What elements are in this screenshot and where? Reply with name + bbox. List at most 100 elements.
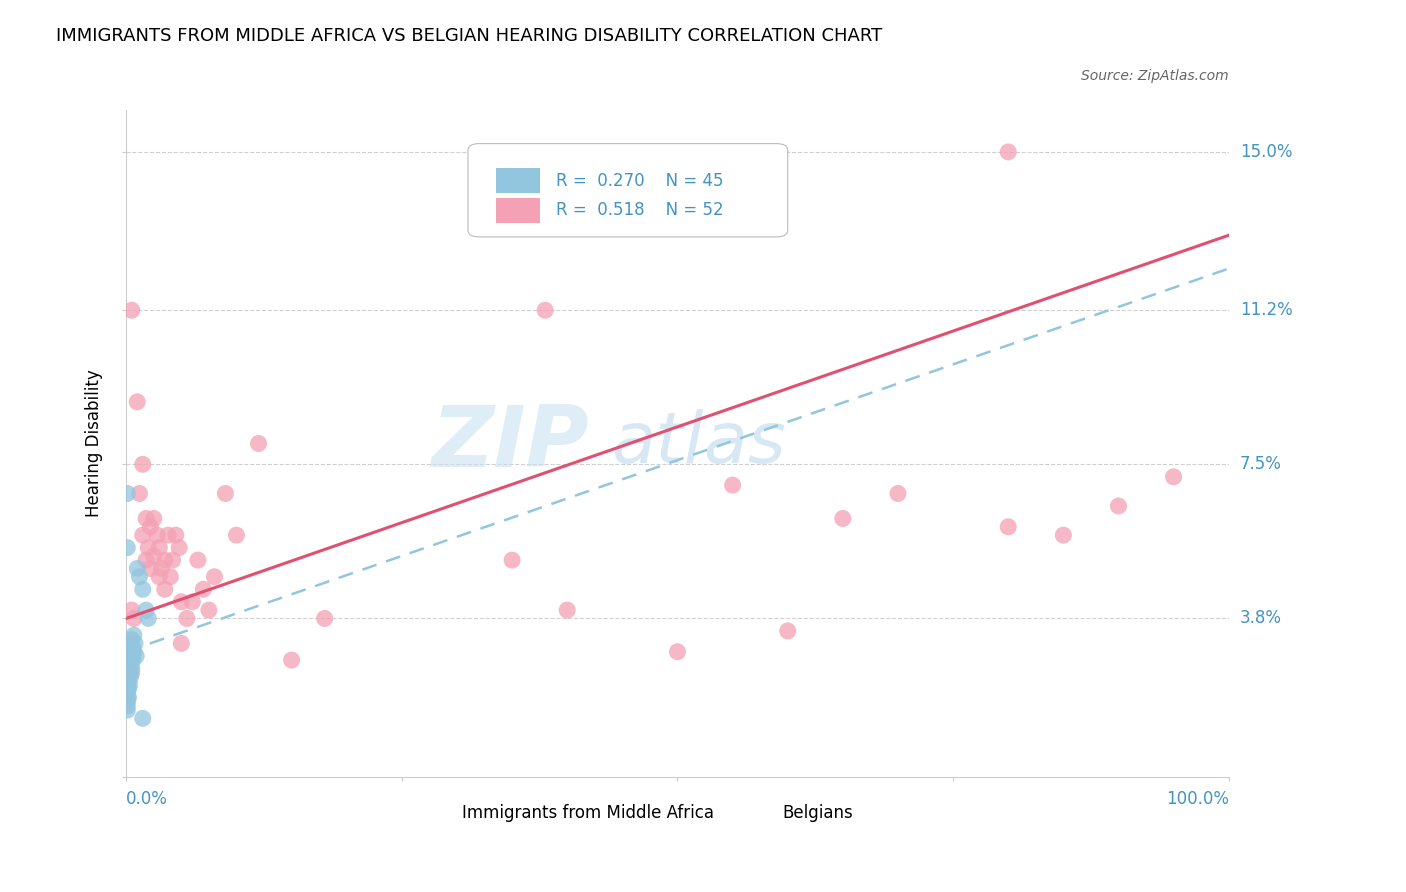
Point xyxy=(167,541,190,555)
Point xyxy=(153,582,176,597)
FancyBboxPatch shape xyxy=(423,804,454,823)
Y-axis label: Hearing Disability: Hearing Disability xyxy=(86,369,103,517)
Point xyxy=(181,595,204,609)
Point xyxy=(135,511,157,525)
Point xyxy=(132,528,155,542)
Point xyxy=(128,570,150,584)
Point xyxy=(150,561,173,575)
Point xyxy=(117,645,139,659)
Text: IMMIGRANTS FROM MIDDLE AFRICA VS BELGIAN HEARING DISABILITY CORRELATION CHART: IMMIGRANTS FROM MIDDLE AFRICA VS BELGIAN… xyxy=(56,27,883,45)
Point xyxy=(117,665,139,680)
Text: 3.8%: 3.8% xyxy=(1240,609,1282,627)
Point xyxy=(117,695,139,709)
Text: Immigrants from Middle Africa: Immigrants from Middle Africa xyxy=(463,805,714,822)
Point xyxy=(776,624,799,638)
Point xyxy=(176,611,198,625)
Point xyxy=(121,648,143,663)
Text: Source: ZipAtlas.com: Source: ZipAtlas.com xyxy=(1081,69,1229,83)
Text: 11.2%: 11.2% xyxy=(1240,301,1292,319)
Point xyxy=(117,673,139,688)
Point xyxy=(165,528,187,542)
FancyBboxPatch shape xyxy=(495,198,540,223)
Point xyxy=(117,682,139,697)
Point xyxy=(117,657,139,672)
Point xyxy=(136,541,159,555)
Point xyxy=(132,711,155,725)
Text: 15.0%: 15.0% xyxy=(1240,143,1292,161)
Point xyxy=(136,611,159,625)
Point xyxy=(117,645,139,659)
Point xyxy=(204,570,226,584)
Point xyxy=(142,511,165,525)
Point xyxy=(247,436,270,450)
Point xyxy=(153,553,176,567)
Point xyxy=(120,636,142,650)
Text: R =  0.518    N = 52: R = 0.518 N = 52 xyxy=(557,202,724,219)
Point xyxy=(121,303,143,318)
Point xyxy=(139,561,162,575)
Point xyxy=(146,528,169,542)
Point xyxy=(125,648,148,663)
Point xyxy=(148,541,170,555)
Point xyxy=(132,582,155,597)
Point xyxy=(127,561,149,575)
Point xyxy=(132,458,155,472)
Text: 100.0%: 100.0% xyxy=(1166,790,1229,808)
Point xyxy=(139,520,162,534)
Point xyxy=(128,486,150,500)
Point xyxy=(118,665,141,680)
Point xyxy=(135,603,157,617)
Point xyxy=(122,611,145,625)
FancyBboxPatch shape xyxy=(468,144,787,237)
Point xyxy=(214,486,236,500)
Point xyxy=(170,636,193,650)
Point xyxy=(118,653,141,667)
Point xyxy=(117,690,139,705)
Point xyxy=(117,698,139,713)
Point xyxy=(187,553,209,567)
Point xyxy=(117,673,139,688)
Point xyxy=(225,528,247,542)
Point xyxy=(118,678,141,692)
Point xyxy=(887,486,910,500)
Point xyxy=(501,553,523,567)
Point xyxy=(122,628,145,642)
FancyBboxPatch shape xyxy=(744,804,775,823)
Point xyxy=(121,632,143,647)
Point xyxy=(121,665,143,680)
Point xyxy=(831,511,853,525)
Point xyxy=(120,657,142,672)
Point xyxy=(1052,528,1074,542)
Point xyxy=(314,611,336,625)
Point xyxy=(162,553,184,567)
Text: atlas: atlas xyxy=(612,409,786,478)
Text: R =  0.270    N = 45: R = 0.270 N = 45 xyxy=(557,171,724,190)
Point xyxy=(117,703,139,717)
Point xyxy=(117,653,139,667)
Point xyxy=(120,645,142,659)
FancyBboxPatch shape xyxy=(495,168,540,194)
Point xyxy=(534,303,557,318)
Point xyxy=(555,603,578,617)
Point xyxy=(193,582,215,597)
Point xyxy=(157,528,180,542)
Point xyxy=(118,640,141,655)
Point xyxy=(198,603,221,617)
Point xyxy=(997,520,1019,534)
Point xyxy=(121,640,143,655)
Point xyxy=(117,657,139,672)
Point xyxy=(117,678,139,692)
Point xyxy=(117,665,139,680)
Text: 0.0%: 0.0% xyxy=(127,790,169,808)
Point xyxy=(170,595,193,609)
Point xyxy=(135,553,157,567)
Point xyxy=(159,570,181,584)
Point xyxy=(127,395,149,409)
Point xyxy=(117,486,139,500)
Point xyxy=(280,653,302,667)
Point xyxy=(117,682,139,697)
Text: 7.5%: 7.5% xyxy=(1240,455,1282,474)
Point xyxy=(117,661,139,675)
Point xyxy=(1163,470,1185,484)
Point xyxy=(666,645,689,659)
